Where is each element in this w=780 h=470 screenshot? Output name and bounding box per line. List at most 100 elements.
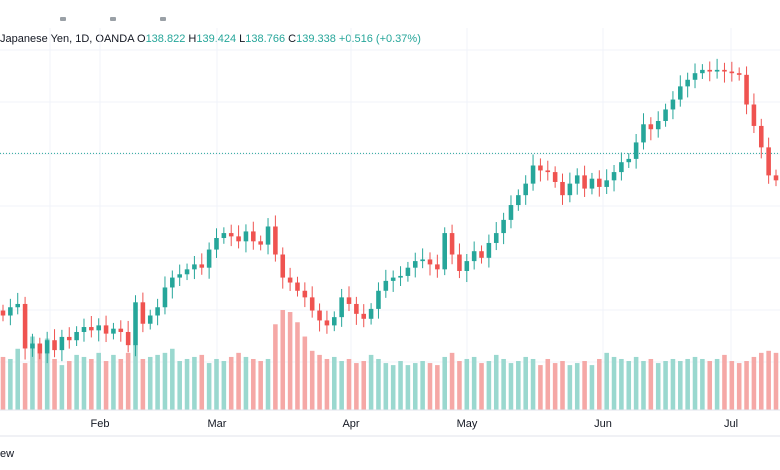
candle-body xyxy=(457,254,462,271)
candle-body xyxy=(486,242,492,258)
candle-body xyxy=(346,297,352,304)
volume-bar xyxy=(486,361,492,410)
volume-bar xyxy=(574,363,580,410)
volume-bar xyxy=(265,358,271,410)
candle-body xyxy=(766,147,771,176)
volume-bar xyxy=(22,363,28,410)
volume-bar xyxy=(545,358,551,410)
candle-body xyxy=(390,277,396,281)
volume-bar xyxy=(354,363,359,410)
volume-bar xyxy=(228,356,234,410)
high-value: 139.424 xyxy=(196,33,237,45)
volume-bar xyxy=(530,358,536,410)
candle-body xyxy=(655,120,661,130)
volume-bar xyxy=(140,358,146,410)
x-tick-label: May xyxy=(457,418,478,430)
volume-bar xyxy=(66,361,72,410)
volume-bar xyxy=(611,356,617,410)
candle-body xyxy=(574,175,580,184)
volume-bar xyxy=(199,354,205,410)
candle-body xyxy=(258,241,263,245)
volume-bar xyxy=(192,356,197,410)
candle-body xyxy=(493,233,499,243)
candle-body xyxy=(251,231,256,242)
volume-bar xyxy=(678,361,683,410)
candle-body xyxy=(589,178,595,189)
candle-body xyxy=(398,275,403,278)
candle-body xyxy=(471,251,477,262)
volume-bar xyxy=(317,354,322,410)
candle-body xyxy=(383,280,389,291)
candle-body xyxy=(280,254,286,278)
candle-body xyxy=(22,303,28,349)
candle-body xyxy=(81,327,87,332)
volume-bar xyxy=(516,361,521,410)
candle-body xyxy=(332,317,337,326)
candle-body xyxy=(626,158,632,163)
volume-bar xyxy=(398,361,403,410)
volume-bar xyxy=(133,344,138,410)
candle-body xyxy=(361,313,367,319)
volume-bar xyxy=(258,361,263,410)
volume-bar xyxy=(604,352,609,410)
candle-body xyxy=(582,175,587,189)
volume-bar xyxy=(383,363,389,410)
candle-body xyxy=(162,287,168,308)
volume-bar xyxy=(427,363,433,410)
candle-body xyxy=(273,226,278,255)
volume-bar xyxy=(103,361,109,410)
volume-bar xyxy=(125,352,131,410)
volume-bar xyxy=(118,358,124,410)
volume-bar xyxy=(162,352,168,410)
volume-bar xyxy=(30,336,35,410)
high-label: H xyxy=(188,33,197,45)
volume-bar xyxy=(302,336,308,410)
candle-body xyxy=(722,69,727,72)
volume-bar xyxy=(552,363,558,410)
candle-body xyxy=(170,277,175,288)
volume-bar xyxy=(339,361,344,410)
candle-body xyxy=(633,142,639,159)
candle-body xyxy=(449,233,455,255)
volume-bar xyxy=(206,363,212,410)
volume-bar xyxy=(736,363,742,410)
candle-body xyxy=(773,175,779,181)
volume-bar xyxy=(405,365,411,410)
volume-bar xyxy=(655,363,661,410)
volume-bar xyxy=(309,350,315,410)
toolbar-dot[interactable] xyxy=(110,17,116,21)
volume-bar xyxy=(663,361,668,410)
volume-bar xyxy=(501,358,506,410)
candle-body xyxy=(523,183,528,196)
volume-bar xyxy=(214,358,219,410)
volume-bar xyxy=(44,338,50,410)
volume-bar xyxy=(560,361,565,410)
x-tick-label: Apr xyxy=(342,418,359,430)
candle-body xyxy=(236,236,241,242)
volume-bar xyxy=(597,358,602,410)
candle-body xyxy=(545,170,551,173)
candle-body xyxy=(376,290,381,309)
volume-bar xyxy=(390,365,396,410)
candle-body xyxy=(324,320,330,326)
toolbar-dot[interactable] xyxy=(160,17,166,21)
volume-bar xyxy=(493,354,499,410)
candle-body xyxy=(206,249,212,268)
volume-bar xyxy=(773,352,779,410)
candle-body xyxy=(30,343,35,349)
candle-body xyxy=(663,109,668,121)
volume-bar xyxy=(295,322,300,410)
candle-body xyxy=(412,261,418,268)
volume-bar xyxy=(184,358,190,410)
toolbar-dot[interactable] xyxy=(60,17,66,21)
volume-bar xyxy=(74,354,79,410)
candle-body xyxy=(59,336,65,351)
candle-body xyxy=(140,302,146,324)
candle-body xyxy=(368,308,374,319)
open-value: 138.822 xyxy=(145,33,186,45)
candle-body xyxy=(552,172,558,182)
volume-bar xyxy=(670,358,676,410)
candle-body xyxy=(442,233,447,270)
candle-body xyxy=(37,343,43,354)
